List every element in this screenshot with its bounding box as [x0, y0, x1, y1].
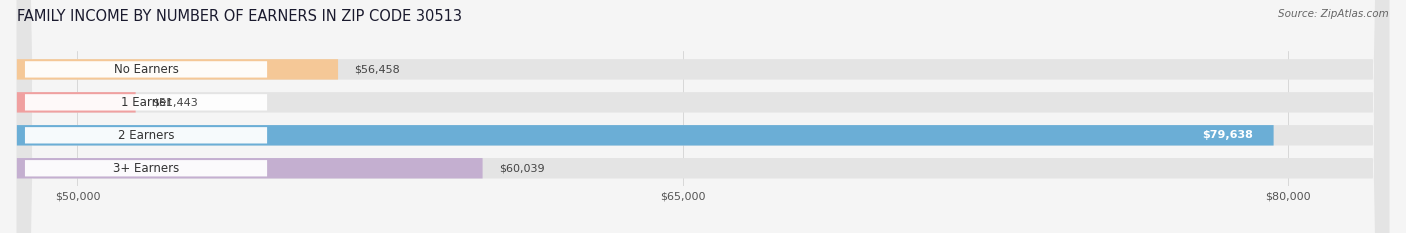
- FancyBboxPatch shape: [17, 92, 135, 113]
- FancyBboxPatch shape: [17, 125, 1274, 146]
- Text: 2 Earners: 2 Earners: [118, 129, 174, 142]
- FancyBboxPatch shape: [17, 0, 1389, 233]
- FancyBboxPatch shape: [17, 158, 482, 178]
- FancyBboxPatch shape: [17, 59, 337, 80]
- FancyBboxPatch shape: [17, 0, 1389, 233]
- Text: 3+ Earners: 3+ Earners: [112, 162, 179, 175]
- FancyBboxPatch shape: [25, 127, 267, 144]
- FancyBboxPatch shape: [25, 61, 267, 78]
- FancyBboxPatch shape: [17, 0, 1389, 233]
- Text: Source: ZipAtlas.com: Source: ZipAtlas.com: [1278, 9, 1389, 19]
- Text: 1 Earner: 1 Earner: [121, 96, 172, 109]
- Text: $51,443: $51,443: [152, 97, 198, 107]
- Text: No Earners: No Earners: [114, 63, 179, 76]
- Text: FAMILY INCOME BY NUMBER OF EARNERS IN ZIP CODE 30513: FAMILY INCOME BY NUMBER OF EARNERS IN ZI…: [17, 9, 463, 24]
- Text: $56,458: $56,458: [354, 64, 399, 74]
- FancyBboxPatch shape: [25, 160, 267, 176]
- Text: $79,638: $79,638: [1202, 130, 1253, 140]
- Text: $60,039: $60,039: [499, 163, 544, 173]
- FancyBboxPatch shape: [25, 94, 267, 110]
- FancyBboxPatch shape: [17, 0, 1389, 233]
